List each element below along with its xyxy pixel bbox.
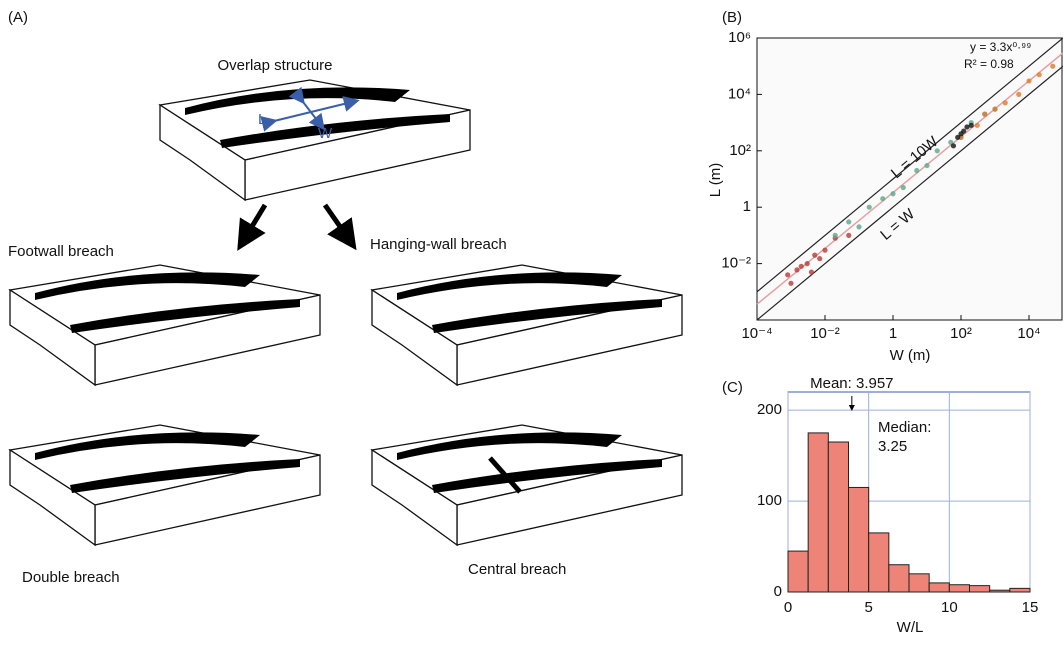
bar	[808, 433, 828, 592]
point	[969, 123, 974, 128]
point	[961, 128, 966, 133]
arrow	[245, 205, 265, 238]
block-diagram	[372, 425, 682, 545]
x-axis-label: W (m)	[890, 347, 931, 364]
bar	[990, 590, 1010, 592]
bar	[788, 551, 808, 592]
panel-label: (A)	[8, 9, 28, 26]
point	[805, 261, 810, 266]
point	[1050, 64, 1055, 69]
diagram-title: Footwall breach	[8, 243, 114, 260]
figure: (A) Overlap structure L W Footwall breac…	[0, 0, 1063, 640]
point	[817, 256, 822, 261]
x-axis-label: W/L	[897, 619, 924, 636]
y-tick-label: 0	[774, 583, 782, 600]
median-label: Median:	[878, 419, 931, 436]
x-tick-label: 0	[784, 599, 792, 616]
arrow	[325, 205, 348, 238]
x-tick-label: 5	[864, 599, 872, 616]
point	[809, 269, 814, 274]
block-diagram	[160, 80, 470, 200]
point	[846, 233, 851, 238]
diagram-title: Hanging-wall breach	[370, 236, 507, 253]
bar	[869, 533, 889, 592]
y-tick-label: 10⁴	[728, 85, 751, 102]
diagram-title: Central breach	[468, 561, 566, 578]
point	[856, 224, 861, 229]
y-tick-label: 200	[757, 401, 782, 418]
y-tick-label: 10⁻²	[721, 255, 751, 272]
bar	[889, 565, 909, 592]
block-diagram	[10, 425, 320, 545]
point	[880, 196, 885, 201]
x-tick-label: 10	[941, 599, 958, 616]
point	[951, 143, 956, 148]
point	[1016, 92, 1021, 97]
point	[992, 107, 997, 112]
diagram-title: Overlap structure	[217, 57, 332, 74]
bar	[929, 583, 949, 592]
x-tick-label: 1	[889, 325, 897, 342]
bar	[949, 585, 969, 592]
point	[788, 281, 793, 286]
length-symbol: L	[258, 111, 266, 128]
y-tick-label: 10⁶	[728, 29, 751, 46]
x-tick-label: 10⁻²	[810, 325, 840, 342]
point	[822, 248, 827, 253]
x-tick-label: 10⁻⁴	[741, 325, 772, 342]
point	[867, 205, 872, 210]
fit-label: y = 3.3x⁰·⁹⁹	[970, 40, 1031, 54]
point	[833, 233, 838, 238]
point	[1003, 100, 1008, 105]
r2-label: R² = 0.98	[964, 57, 1014, 71]
median-label: 3.25	[878, 438, 907, 455]
point	[846, 219, 851, 224]
diagram-title: Double breach	[22, 569, 120, 586]
x-tick-label: 10⁴	[1017, 325, 1040, 342]
point	[785, 272, 790, 277]
point	[935, 148, 940, 153]
point	[1026, 78, 1031, 83]
x-tick-label: 10²	[950, 325, 972, 342]
bar	[849, 487, 869, 592]
y-axis-label: L (m)	[707, 163, 724, 197]
panel-a: (A) Overlap structure L W Footwall breac…	[8, 9, 682, 586]
block-diagram	[372, 265, 682, 385]
point	[1037, 72, 1042, 77]
point	[975, 123, 980, 128]
bar	[909, 574, 929, 592]
bar	[828, 442, 848, 592]
point	[890, 191, 895, 196]
point	[982, 112, 987, 117]
y-tick-label: 100	[757, 492, 782, 509]
panel-label: (B)	[722, 9, 742, 26]
x-tick-label: 15	[1022, 599, 1039, 616]
bar	[970, 586, 990, 592]
point	[812, 253, 817, 258]
panel-label: (C)	[722, 379, 743, 396]
point	[914, 168, 919, 173]
block-diagram	[10, 265, 320, 385]
bar	[1010, 588, 1030, 592]
point	[901, 185, 906, 190]
point	[794, 267, 799, 272]
y-tick-label: 10²	[729, 142, 751, 159]
width-symbol: W	[318, 125, 333, 142]
mean-label: Mean: 3.957	[810, 375, 893, 392]
point	[924, 163, 929, 168]
point	[799, 264, 804, 269]
y-tick-label: 1	[743, 198, 751, 215]
